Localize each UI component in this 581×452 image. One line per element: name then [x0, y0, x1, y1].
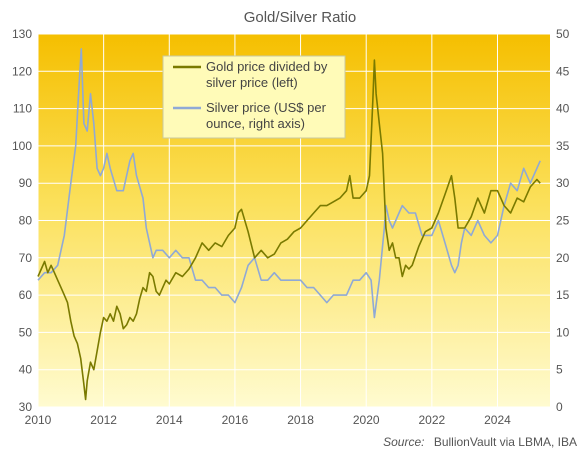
x-tick-label: 2022: [418, 413, 445, 427]
source-text: BullionVault via LBMA, IBA: [434, 435, 577, 449]
left-tick-label: 110: [13, 102, 32, 116]
gold-silver-ratio-line: [37, 59, 541, 401]
legend-label-silver-line1: Silver price (US$ per: [206, 100, 327, 115]
right-tick-label: 35: [556, 139, 570, 153]
x-tick-label: 2024: [484, 413, 511, 427]
left-tick-label: 120: [12, 64, 32, 78]
left-tick-label: 130: [12, 27, 32, 41]
right-tick-label: 20: [556, 251, 570, 265]
right-axis-ticks: 0 5 10 15 20 25 30 35 40 45 50: [556, 27, 570, 414]
x-tick-label: 2018: [287, 413, 314, 427]
left-tick-label: 60: [19, 288, 33, 302]
x-tick-label: 2010: [25, 413, 52, 427]
legend-label-ratio-line1: Gold price divided by: [206, 59, 328, 74]
legend-label-silver-line2: ounce, right axis): [206, 116, 305, 131]
source-note: Source: BullionVault via LBMA, IBA: [383, 435, 577, 449]
left-tick-label: 70: [19, 251, 33, 265]
right-tick-label: 10: [556, 325, 570, 339]
x-tick-label: 2016: [222, 413, 249, 427]
x-axis-ticks: 2010 2012 2014 2016 2018 2020 2022 2024: [25, 413, 512, 427]
right-tick-label: 25: [556, 214, 570, 228]
x-tick-label: 2020: [353, 413, 380, 427]
legend: Gold price divided by silver price (left…: [162, 55, 346, 139]
x-tick-label: 2014: [156, 413, 183, 427]
right-tick-label: 0: [556, 400, 563, 414]
right-tick-label: 30: [556, 176, 570, 190]
silver-price-line: [37, 48, 541, 319]
left-tick-label: 40: [19, 363, 33, 377]
right-tick-label: 15: [556, 288, 570, 302]
left-tick-label: 100: [12, 139, 32, 153]
x-tick-label: 2012: [90, 413, 117, 427]
right-tick-label: 5: [556, 363, 563, 377]
right-tick-label: 45: [556, 64, 570, 78]
legend-label-ratio-line2: silver price (left): [206, 75, 298, 90]
left-tick-label: 50: [19, 325, 33, 339]
left-axis-ticks: 30 40 50 60 70 80 90 100 110 120 130: [12, 27, 32, 414]
left-tick-label: 90: [19, 176, 33, 190]
right-tick-label: 40: [556, 102, 570, 116]
right-tick-label: 50: [556, 27, 570, 41]
left-tick-label: 80: [19, 214, 33, 228]
chart-title: Gold/Silver Ratio: [244, 9, 357, 26]
source-label: Source:: [383, 435, 424, 449]
legend-box: [162, 55, 346, 139]
left-tick-label: 30: [19, 400, 33, 414]
